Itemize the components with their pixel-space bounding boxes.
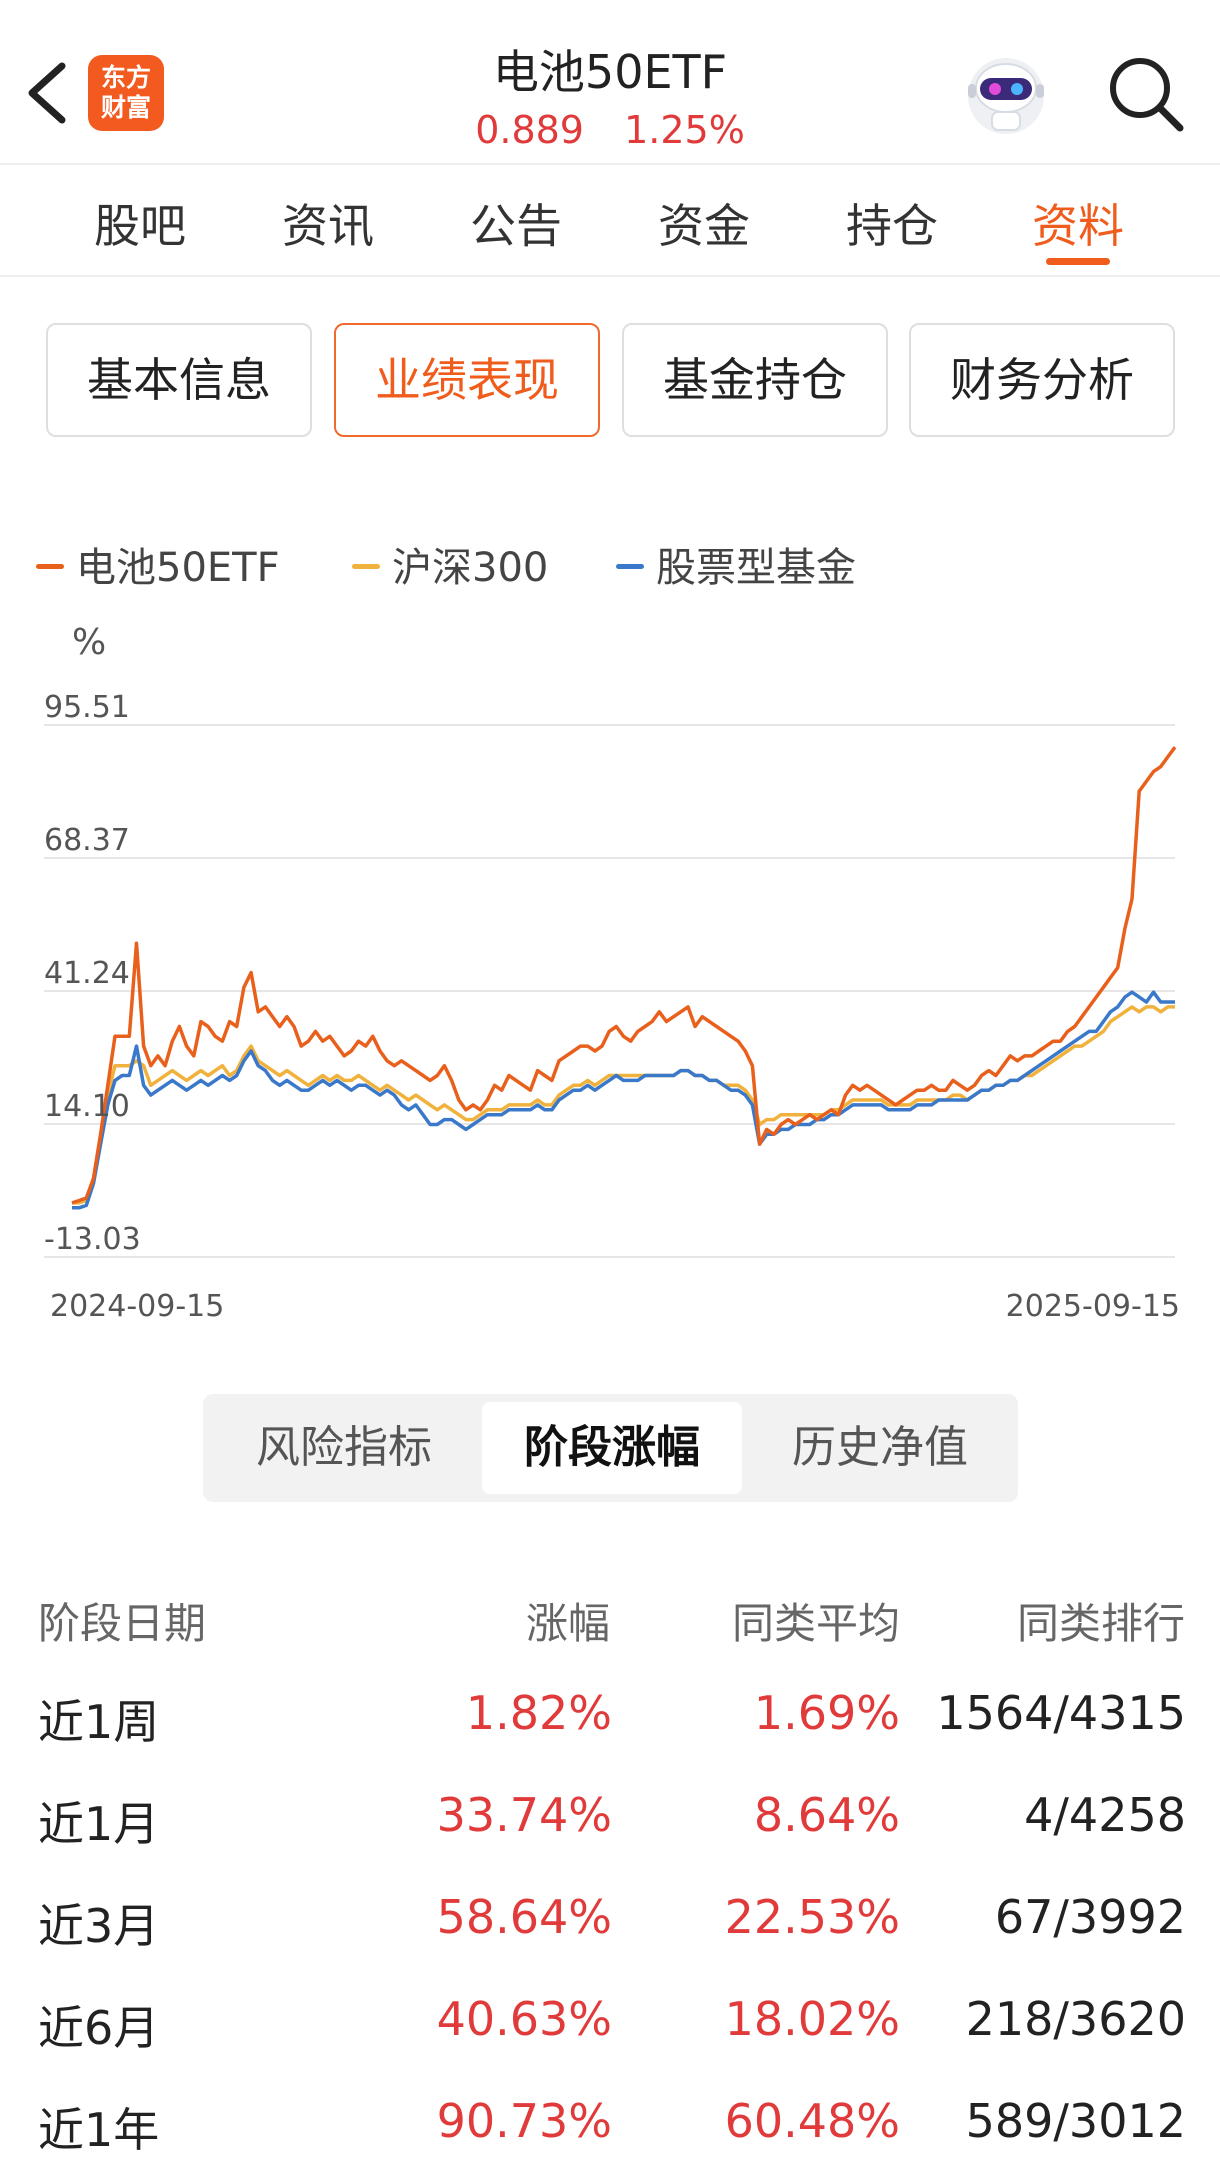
tab-news[interactable]: 资讯 [282, 199, 374, 253]
subtab-period-returns[interactable]: 阶段涨幅 [482, 1402, 742, 1494]
active-tab-indicator [1046, 258, 1110, 265]
performance-subtabs: 风险指标 阶段涨幅 历史净值 [203, 1394, 1018, 1502]
row-category-rank: 589/3012 [965, 2094, 1186, 2148]
legend-label: 电池50ETF [76, 545, 280, 591]
tab-guba[interactable]: 股吧 [94, 199, 186, 253]
main-tabs: 股吧 资讯 公告 资金 持仓 资料 [0, 165, 1220, 277]
y-axis-unit: % [72, 622, 106, 663]
y-tick-label: 14.10 [44, 1089, 130, 1124]
tab-capital[interactable]: 资金 [658, 199, 750, 253]
row-category-avg: 1.69% [753, 1686, 900, 1740]
tab-holdings[interactable]: 持仓 [846, 199, 938, 253]
column-header-period: 阶段日期 [38, 1599, 207, 1648]
tab-announcements[interactable]: 公告 [470, 199, 562, 253]
segment-financial-analysis[interactable]: 财务分析 [909, 323, 1175, 437]
y-tick-label: 41.24 [44, 956, 130, 991]
x-tick-start: 2024-09-15 [50, 1289, 224, 1324]
row-category-avg: 8.64% [753, 1788, 900, 1842]
change-percent: 1.25% [624, 108, 745, 152]
row-category-avg: 22.53% [724, 1890, 900, 1944]
search-icon[interactable] [1104, 52, 1186, 134]
y-tick-label: 95.51 [44, 690, 130, 725]
segment-fund-holdings[interactable]: 基金持仓 [622, 323, 888, 437]
series-line-0 [71, 746, 1177, 1205]
chart-series [71, 746, 1177, 1210]
row-change: 40.63% [436, 1992, 612, 2046]
app-header: 东方 财富 电池50ETF 0.889 1.25% [0, 0, 1220, 165]
x-tick-end: 2025-09-15 [1006, 1289, 1180, 1324]
legend-item-stock-fund: 股票型基金 [616, 535, 856, 593]
row-period: 近3月 [38, 1899, 160, 1953]
row-period: 近1月 [38, 1797, 160, 1851]
legend-swatch [352, 563, 380, 569]
row-change: 1.82% [465, 1686, 612, 1740]
back-arrow-icon[interactable] [22, 58, 72, 128]
subtab-nav-history[interactable]: 历史净值 [792, 1422, 968, 1473]
row-change: 58.64% [436, 1890, 612, 1944]
series-line-2 [72, 990, 1175, 1210]
legend-swatch [616, 563, 644, 569]
segment-performance[interactable]: 业绩表现 [334, 323, 600, 437]
legend-swatch [36, 563, 64, 569]
subtab-risk-indicators[interactable]: 风险指标 [256, 1422, 432, 1473]
row-change: 33.74% [436, 1788, 612, 1842]
column-header-change: 涨幅 [525, 1599, 610, 1648]
eastmoney-logo: 东方 财富 [88, 55, 164, 131]
y-tick-label: 68.37 [44, 823, 130, 858]
legend-item-fund: 电池50ETF [36, 535, 280, 593]
row-period: 近1年 [38, 2103, 160, 2157]
column-header-category-avg: 同类平均 [731, 1599, 900, 1648]
y-tick-label: -13.03 [44, 1222, 141, 1257]
row-category-rank: 218/3620 [965, 1992, 1186, 2046]
row-category-rank: 4/4258 [1024, 1788, 1186, 1842]
row-period: 近1周 [38, 1695, 160, 1749]
segment-basic-info[interactable]: 基本信息 [46, 323, 312, 437]
current-price: 0.889 [475, 108, 584, 152]
legend-label: 股票型基金 [656, 545, 856, 591]
price-line: 0.889 1.25% [0, 108, 1220, 152]
robot-assistant-icon[interactable] [962, 50, 1050, 138]
row-category-rank: 1564/4315 [936, 1686, 1186, 1740]
row-category-avg: 18.02% [724, 1992, 900, 2046]
fund-title: 电池50ETF [492, 45, 728, 99]
y-tick-labels: 95.51 68.37 41.24 14.10 -13.03 [44, 690, 141, 1257]
chart-grid [44, 724, 1175, 1258]
legend-label: 沪深300 [392, 545, 549, 591]
row-change: 90.73% [436, 2094, 612, 2148]
row-category-rank: 67/3992 [994, 1890, 1186, 1944]
column-header-category-rank: 同类排行 [1016, 1599, 1185, 1648]
tab-profile[interactable]: 资料 [1032, 199, 1124, 253]
legend-item-hs300: 沪深300 [352, 535, 548, 593]
row-category-avg: 60.48% [724, 2094, 900, 2148]
row-period: 近6月 [38, 2001, 160, 2055]
